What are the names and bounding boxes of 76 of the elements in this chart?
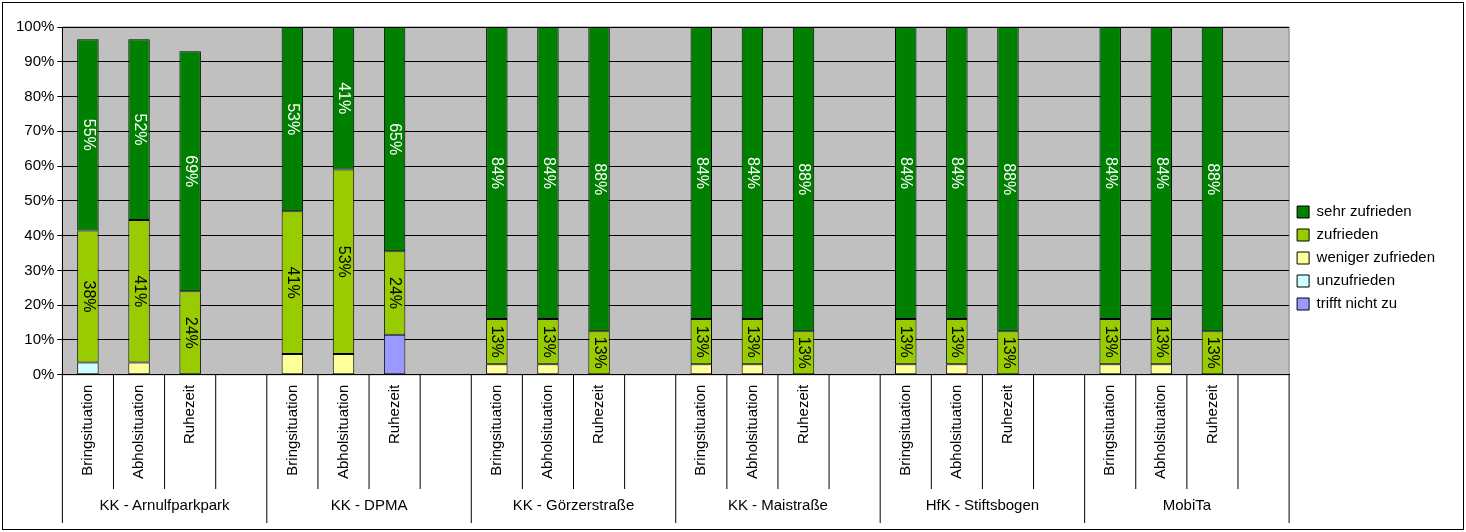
x-tick-label: Ruhezeit	[793, 383, 811, 444]
data-label: 84%	[949, 157, 967, 190]
y-tick-label: 30%	[24, 260, 55, 278]
data-label: 84%	[898, 157, 916, 190]
data-label: 13%	[1153, 325, 1171, 358]
x-tick-label: Abholsituation	[333, 384, 351, 479]
data-label: 52%	[131, 113, 149, 146]
data-label: 13%	[949, 325, 967, 358]
y-tick-label: 10%	[24, 330, 55, 348]
legend-label: sehr zufrieden	[1316, 202, 1412, 220]
text: MobiTa	[1162, 496, 1212, 514]
data-label: 53%	[336, 245, 354, 278]
data-label: 13%	[489, 325, 507, 358]
data-label: 88%	[796, 163, 814, 196]
x-tick-label: Ruhezeit	[180, 383, 198, 444]
x-tick-label: Abholsituation	[538, 384, 556, 479]
data-label: 41%	[131, 275, 149, 308]
x-tick-label: Abholsituation	[1151, 384, 1169, 479]
x-tick-label: Ruhezeit	[589, 383, 607, 444]
data-label: 13%	[540, 325, 558, 358]
data-label: 69%	[182, 155, 200, 188]
data-label: 88%	[591, 163, 609, 196]
y-tick-label: 20%	[24, 295, 55, 313]
x-tick-label: Ruhezeit	[384, 383, 402, 444]
data-label: 13%	[591, 336, 609, 369]
data-label: 55%	[80, 118, 98, 151]
y-tick-label: 80%	[24, 86, 55, 104]
data-label: 84%	[540, 157, 558, 190]
data-label: 13%	[1205, 336, 1223, 369]
text: KK - Görzerstraße	[512, 496, 635, 514]
data-label: 84%	[693, 157, 711, 190]
text: KK - DPMA	[330, 496, 408, 514]
y-tick-label: 60%	[24, 156, 55, 174]
data-label: 24%	[387, 277, 405, 310]
x-tick-label: Bringsituation	[78, 384, 96, 476]
data-label: 24%	[182, 316, 200, 349]
legend-label: trifft nicht zu	[1316, 294, 1398, 312]
x-tick-label: Bringsituation	[282, 384, 300, 476]
data-label: 84%	[1153, 157, 1171, 190]
text: KK - Arnulfparkpark	[99, 496, 231, 514]
x-tick-label: Abholsituation	[129, 384, 147, 479]
data-label: 13%	[744, 325, 762, 358]
x-tick-label: Abholsituation	[947, 384, 964, 479]
x-tick-label: Bringsituation	[895, 384, 913, 476]
legend-label: zufrieden	[1316, 225, 1379, 243]
data-label: 13%	[796, 336, 814, 369]
x-tick-label: Ruhezeit	[998, 383, 1016, 444]
data-label: 13%	[1000, 336, 1018, 369]
data-label: 38%	[80, 280, 98, 313]
x-tick-label: Bringsituation	[1100, 384, 1118, 476]
x-tick-label: Bringsituation	[486, 384, 504, 476]
data-label: 88%	[1000, 163, 1018, 196]
data-label: 65%	[387, 123, 405, 156]
data-label: 53%	[284, 103, 302, 136]
x-tick-label: Abholsituation	[742, 384, 760, 479]
legend-label: unzufrieden	[1316, 271, 1395, 289]
text: HfK - Stiftsbogen	[925, 496, 1040, 514]
legend-label: weniger zufrieden	[1315, 248, 1435, 266]
text: KK - Maistraße	[727, 496, 828, 514]
data-label: 13%	[898, 325, 916, 358]
data-label: 41%	[284, 266, 302, 299]
x-tick-label: Ruhezeit	[1202, 383, 1220, 444]
x-tick-label: Bringsituation	[691, 384, 709, 476]
y-tick-label: 90%	[24, 51, 55, 69]
y-tick-label: 50%	[24, 191, 55, 209]
data-label: 13%	[1102, 325, 1120, 358]
data-label: 41%	[336, 82, 354, 115]
y-tick-label: 40%	[24, 225, 55, 243]
y-tick-label: 70%	[24, 121, 55, 139]
y-tick-label: 0%	[32, 364, 55, 382]
data-label: 84%	[489, 157, 507, 190]
y-tick-label: 100%	[15, 17, 55, 35]
data-label: 13%	[693, 325, 711, 358]
data-label: 84%	[744, 157, 762, 190]
data-label: 84%	[1102, 157, 1120, 190]
data-label: 88%	[1205, 163, 1223, 196]
